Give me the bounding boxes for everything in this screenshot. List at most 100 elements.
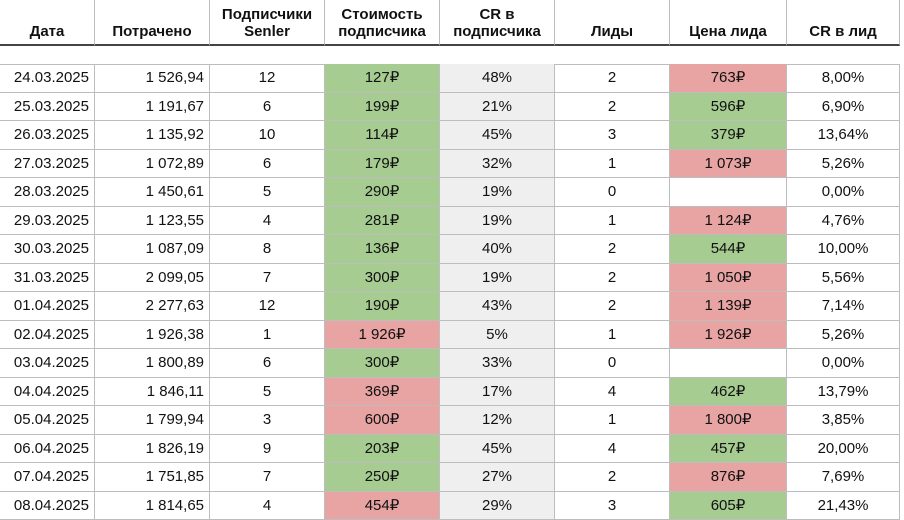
table-cell (670, 349, 787, 378)
table-cell: 5% (440, 320, 555, 349)
table-cell: 9 (210, 434, 325, 463)
table-cell: 2 (555, 235, 670, 264)
table-cell: 6 (210, 149, 325, 178)
table-cell: 1 526,94 (95, 64, 210, 93)
table-cell: 6,90% (787, 92, 900, 121)
table-cell: 30.03.2025 (0, 235, 95, 264)
table-cell: 203₽ (325, 434, 440, 463)
table-cell: 2 277,63 (95, 292, 210, 321)
table-cell: 2 (555, 463, 670, 492)
table-cell: 300₽ (325, 263, 440, 292)
table-cell: 7 (210, 463, 325, 492)
table-cell: 1 (555, 406, 670, 435)
table-cell: 45% (440, 434, 555, 463)
column-header: CR в лид (787, 0, 900, 46)
table-cell: 29% (440, 491, 555, 520)
table-cell: 605₽ (670, 491, 787, 520)
table-cell: 4 (210, 491, 325, 520)
table-cell: 4 (555, 377, 670, 406)
table-cell: 12 (210, 64, 325, 93)
table-cell: 4 (555, 434, 670, 463)
table-cell: 7,14% (787, 292, 900, 321)
table-cell: 26.03.2025 (0, 121, 95, 150)
table-cell: 0,00% (787, 349, 900, 378)
table-cell: 1 124₽ (670, 206, 787, 235)
table-cell: 2 (555, 292, 670, 321)
table-cell: 19% (440, 206, 555, 235)
table-cell: 10 (210, 121, 325, 150)
column-header: Дата (0, 0, 95, 46)
table-cell: 454₽ (325, 491, 440, 520)
table-cell: 3 (210, 406, 325, 435)
table-cell: 0 (555, 178, 670, 207)
column-header: CR в подписчика (440, 0, 555, 46)
table-cell: 3 (555, 491, 670, 520)
table-cell: 5,26% (787, 320, 900, 349)
table-cell: 19% (440, 263, 555, 292)
table-cell: 114₽ (325, 121, 440, 150)
table-cell: 0 (555, 349, 670, 378)
table-cell: 2 (555, 64, 670, 93)
table-cell: 1 072,89 (95, 149, 210, 178)
table-cell: 600₽ (325, 406, 440, 435)
table-cell: 33% (440, 349, 555, 378)
table-cell: 08.04.2025 (0, 491, 95, 520)
table-cell: 07.04.2025 (0, 463, 95, 492)
table-cell: 31.03.2025 (0, 263, 95, 292)
table-cell: 17% (440, 377, 555, 406)
table-cell: 1 926₽ (325, 320, 440, 349)
table-cell: 01.04.2025 (0, 292, 95, 321)
column-header: Цена лида (670, 0, 787, 46)
table-cell: 6 (210, 349, 325, 378)
table-cell: 27% (440, 463, 555, 492)
column-header: Подписчики Senler (210, 0, 325, 46)
table-cell: 43% (440, 292, 555, 321)
table-cell: 1 073₽ (670, 149, 787, 178)
table-cell: 04.04.2025 (0, 377, 95, 406)
table-cell: 25.03.2025 (0, 92, 95, 121)
table-cell: 1 (210, 320, 325, 349)
table-cell: 876₽ (670, 463, 787, 492)
table-cell: 24.03.2025 (0, 64, 95, 93)
table-cell: 5,26% (787, 149, 900, 178)
table-cell: 29.03.2025 (0, 206, 95, 235)
table-cell: 190₽ (325, 292, 440, 321)
table-cell: 2 (555, 263, 670, 292)
table-cell: 32% (440, 149, 555, 178)
table-cell: 1 139₽ (670, 292, 787, 321)
column-header: Лиды (555, 0, 670, 46)
table-cell: 8 (210, 235, 325, 264)
table-cell: 1 926₽ (670, 320, 787, 349)
table-cell: 199₽ (325, 92, 440, 121)
clipped-row (0, 46, 900, 65)
table-cell: 1 191,67 (95, 92, 210, 121)
table-cell: 1 846,11 (95, 377, 210, 406)
table-cell: 281₽ (325, 206, 440, 235)
table-cell: 290₽ (325, 178, 440, 207)
table-cell (670, 178, 787, 207)
table-cell: 1 (555, 149, 670, 178)
table-cell: 462₽ (670, 377, 787, 406)
table-cell: 457₽ (670, 434, 787, 463)
table-cell: 1 123,55 (95, 206, 210, 235)
table-cell: 45% (440, 121, 555, 150)
table-cell: 13,79% (787, 377, 900, 406)
table-cell: 12% (440, 406, 555, 435)
table-cell: 19% (440, 178, 555, 207)
table-cell: 3 (555, 121, 670, 150)
table-cell: 379₽ (670, 121, 787, 150)
table-cell: 1 087,09 (95, 235, 210, 264)
table-cell: 5 (210, 178, 325, 207)
table-cell: 3,85% (787, 406, 900, 435)
table-cell: 250₽ (325, 463, 440, 492)
table-cell: 05.04.2025 (0, 406, 95, 435)
table-cell: 2 (555, 92, 670, 121)
table-cell: 03.04.2025 (0, 349, 95, 378)
table-cell: 1 814,65 (95, 491, 210, 520)
table-cell: 21% (440, 92, 555, 121)
table-cell: 5 (210, 377, 325, 406)
table-cell: 596₽ (670, 92, 787, 121)
table-cell: 0,00% (787, 178, 900, 207)
table-cell: 179₽ (325, 149, 440, 178)
